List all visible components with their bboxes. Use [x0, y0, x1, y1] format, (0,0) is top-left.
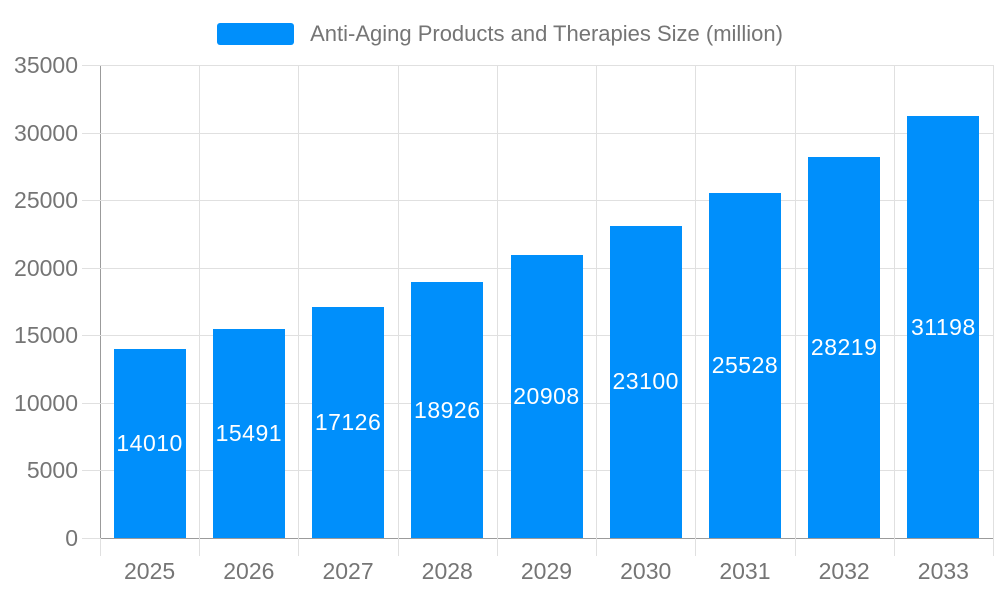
legend-marker [217, 23, 295, 45]
y-axis-tick-label: 0 [65, 525, 78, 551]
bar-value-label: 31198 [910, 313, 976, 340]
legend-label: Anti-Aging Products and Therapies Size (… [310, 21, 783, 46]
bar-value-label: 18926 [414, 396, 481, 423]
y-axis-tick-label: 35000 [14, 52, 78, 78]
y-axis-tick-label: 30000 [14, 119, 78, 146]
x-axis-tick-label: 2032 [818, 558, 870, 584]
gridline-horizontal [100, 200, 993, 202]
x-axis-line [85, 538, 993, 539]
x-axis-tick [199, 538, 201, 556]
bar-value-label: 17126 [314, 408, 382, 435]
gridline-vertical [298, 65, 300, 538]
x-axis-tick-label: 2027 [322, 558, 374, 584]
x-axis-tick [496, 538, 498, 556]
y-axis-tick-label: 15000 [14, 322, 78, 349]
gridline-vertical [496, 65, 498, 538]
bar-value-label: 25528 [711, 351, 779, 378]
bar-2026[interactable]: 15491 [212, 328, 285, 538]
y-axis-tick [82, 132, 100, 134]
x-axis-tick-label: 2030 [620, 558, 672, 584]
gridline-vertical [893, 65, 895, 538]
y-axis-tick [82, 402, 100, 404]
bar-value-label: 23100 [612, 368, 679, 395]
y-axis-tick-label: 20000 [14, 254, 78, 281]
bar-2032[interactable]: 28219 [808, 156, 881, 538]
gridline-vertical [993, 65, 994, 538]
x-axis-tick [397, 538, 399, 556]
x-axis-tick-label: 2025 [124, 558, 176, 584]
x-axis-tick [794, 538, 796, 556]
x-axis-tick-label: 2033 [917, 558, 969, 584]
y-axis-tick-label: 25000 [14, 187, 78, 214]
bar-value-label: 28219 [810, 333, 878, 360]
x-axis-tick [100, 538, 101, 556]
y-axis-tick [82, 65, 100, 66]
x-axis-tick [596, 538, 598, 556]
x-axis-tick-label: 2031 [719, 558, 771, 584]
x-axis-tick [993, 538, 994, 556]
y-axis-tick [82, 470, 100, 472]
gridline-horizontal [100, 132, 993, 134]
x-axis-tick [298, 538, 300, 556]
bar-2028[interactable]: 18926 [411, 282, 484, 538]
chart-legend[interactable]: Anti-Aging Products and Therapies Size (… [0, 20, 1000, 48]
x-axis-tick [893, 538, 895, 556]
bar-value-label: 20908 [513, 383, 580, 410]
y-axis-tick-label: 10000 [14, 389, 78, 416]
bar-2031[interactable]: 25528 [708, 193, 781, 538]
bar-2033[interactable]: 31198 [907, 116, 980, 538]
y-axis-line [100, 65, 101, 556]
bar-2025[interactable]: 14010 [113, 348, 186, 538]
x-axis-tick-label: 2029 [520, 558, 573, 584]
bar-2027[interactable]: 17126 [312, 306, 385, 538]
x-axis-tick [695, 538, 697, 556]
y-axis-tick-label: 5000 [26, 457, 78, 484]
bar-2030[interactable]: 23100 [609, 225, 682, 538]
gridline-vertical [199, 65, 201, 538]
y-axis-tick [82, 335, 100, 337]
bar-value-label: 15491 [215, 419, 283, 446]
x-axis-tick-label: 2026 [223, 558, 275, 584]
bar-2029[interactable]: 20908 [510, 255, 583, 538]
x-axis-tick-label: 2028 [421, 558, 473, 584]
gridline-vertical [794, 65, 796, 538]
bar-value-label: 14010 [116, 429, 183, 456]
gridline-vertical [397, 65, 399, 538]
gridline-vertical [695, 65, 697, 538]
gridline-horizontal [100, 65, 993, 66]
plot-area: 14010 15491 17126 18926 20908 23100 25528 28219… [100, 65, 994, 538]
y-axis-tick [82, 200, 100, 202]
gridline-vertical [596, 65, 598, 538]
y-axis-tick [82, 538, 100, 539]
y-axis-tick [82, 267, 100, 269]
